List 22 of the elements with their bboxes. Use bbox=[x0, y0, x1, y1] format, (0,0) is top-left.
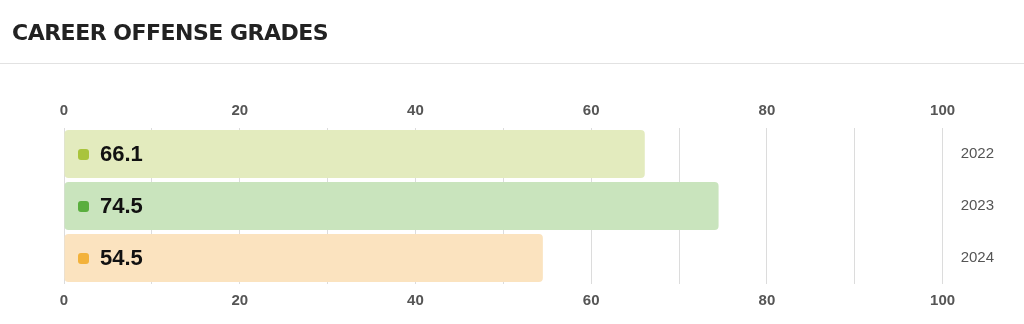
x2-tick-label: 80 bbox=[758, 101, 776, 119]
data-label: 54.5 bbox=[100, 245, 143, 271]
bar bbox=[64, 234, 543, 282]
x-tick-label: 80 bbox=[758, 291, 776, 309]
y-tick-label: 2024 bbox=[960, 248, 995, 266]
x2-tick-label: 0 bbox=[59, 101, 69, 119]
bar bbox=[64, 130, 645, 178]
x2-tick-label: 60 bbox=[582, 101, 600, 119]
x-tick-label: 0 bbox=[59, 291, 69, 309]
y-tick-label: 2022 bbox=[960, 144, 995, 162]
chart-title: CAREER OFFENSE GRADES bbox=[0, 0, 1024, 64]
data-label: 74.5 bbox=[100, 193, 143, 219]
x-tick-label: 20 bbox=[231, 291, 249, 309]
x2-tick-label: 20 bbox=[231, 101, 249, 119]
y-tick-label: 2023 bbox=[960, 196, 995, 214]
bar bbox=[64, 182, 719, 230]
x-tick-label: 60 bbox=[582, 291, 600, 309]
x-tick-label: 100 bbox=[930, 291, 956, 309]
x2-tick-label: 40 bbox=[407, 101, 424, 119]
x2-tick-label: 100 bbox=[930, 101, 956, 119]
x-tick-label: 40 bbox=[407, 291, 424, 309]
data-label: 66.1 bbox=[100, 141, 143, 167]
